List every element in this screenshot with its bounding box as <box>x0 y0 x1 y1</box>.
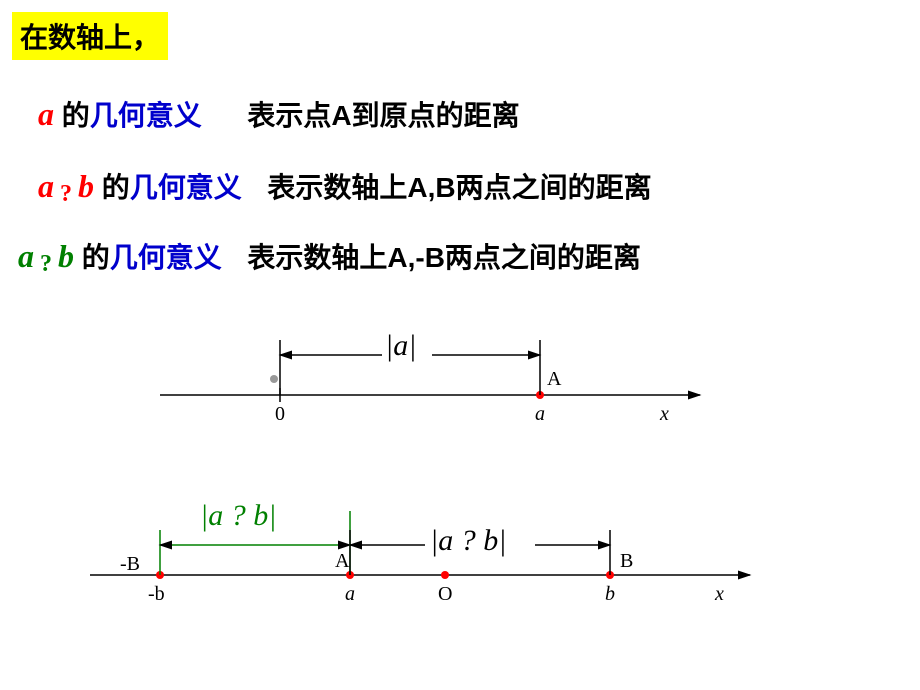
d2-label-B: B <box>620 550 633 572</box>
diagram-2-svg: -B -b A a O B b x |a ? b| |a ? b| <box>90 475 790 625</box>
expr-a3: a <box>18 238 34 274</box>
phrase-geom-3: 几何意义 <box>110 242 222 273</box>
phrase-de: 的 <box>62 100 90 131</box>
phrase-de-2: 的 <box>102 172 130 203</box>
d1-label-0: 0 <box>275 403 285 425</box>
line-3: a ? b 的几何意义 表示数轴上A,-B两点之间的距离 <box>18 236 641 276</box>
diagram-1: 0 a A x |a| <box>160 310 720 430</box>
desc-3: 表示数轴上A,-B两点之间的距离 <box>247 242 641 273</box>
d2-label-negB: -B <box>120 553 140 575</box>
desc-2: 表示数轴上A,B两点之间的距离 <box>267 172 651 203</box>
expr-a: a <box>38 96 54 132</box>
expr-b2: b <box>78 168 94 204</box>
d2-label-b: b <box>605 583 615 605</box>
d1-label-x: x <box>659 403 669 425</box>
phrase-de-3: 的 <box>82 242 110 273</box>
line-2: a ? b 的几何意义 表示数轴上A,B两点之间的距离 <box>38 166 652 206</box>
indicator-dot <box>270 375 278 383</box>
d2-label-negb: -b <box>148 583 165 605</box>
d2-label-abs-black: |a ? b| <box>430 524 507 557</box>
d2-label-A: A <box>335 550 350 572</box>
d2-label-O: O <box>438 583 452 605</box>
header-highlight: 在数轴上， <box>12 12 168 60</box>
line-1: a 的几何意义 表示点A到原点的距离 <box>38 94 520 134</box>
diagram-1-svg: 0 a A x |a| <box>160 310 720 440</box>
d2-label-x: x <box>714 583 724 605</box>
expr-a2: a <box>38 168 54 204</box>
phrase-geom-2: 几何意义 <box>130 172 242 203</box>
expr-q3: ? <box>34 251 58 277</box>
d1-label-A: A <box>547 368 562 390</box>
phrase-geom: 几何意义 <box>90 100 202 131</box>
d2-label-a: a <box>345 583 355 605</box>
expr-q2: ? <box>54 181 78 207</box>
d2-label-abs-green: |a ? b| <box>200 499 277 532</box>
diagram-2: -B -b A a O B b x |a ? b| |a ? b| <box>90 475 790 615</box>
d1-label-a: a <box>535 403 545 425</box>
desc-1: 表示点A到原点的距离 <box>247 100 519 131</box>
d1-label-abs: |a| <box>385 329 417 362</box>
expr-b3: b <box>58 238 74 274</box>
